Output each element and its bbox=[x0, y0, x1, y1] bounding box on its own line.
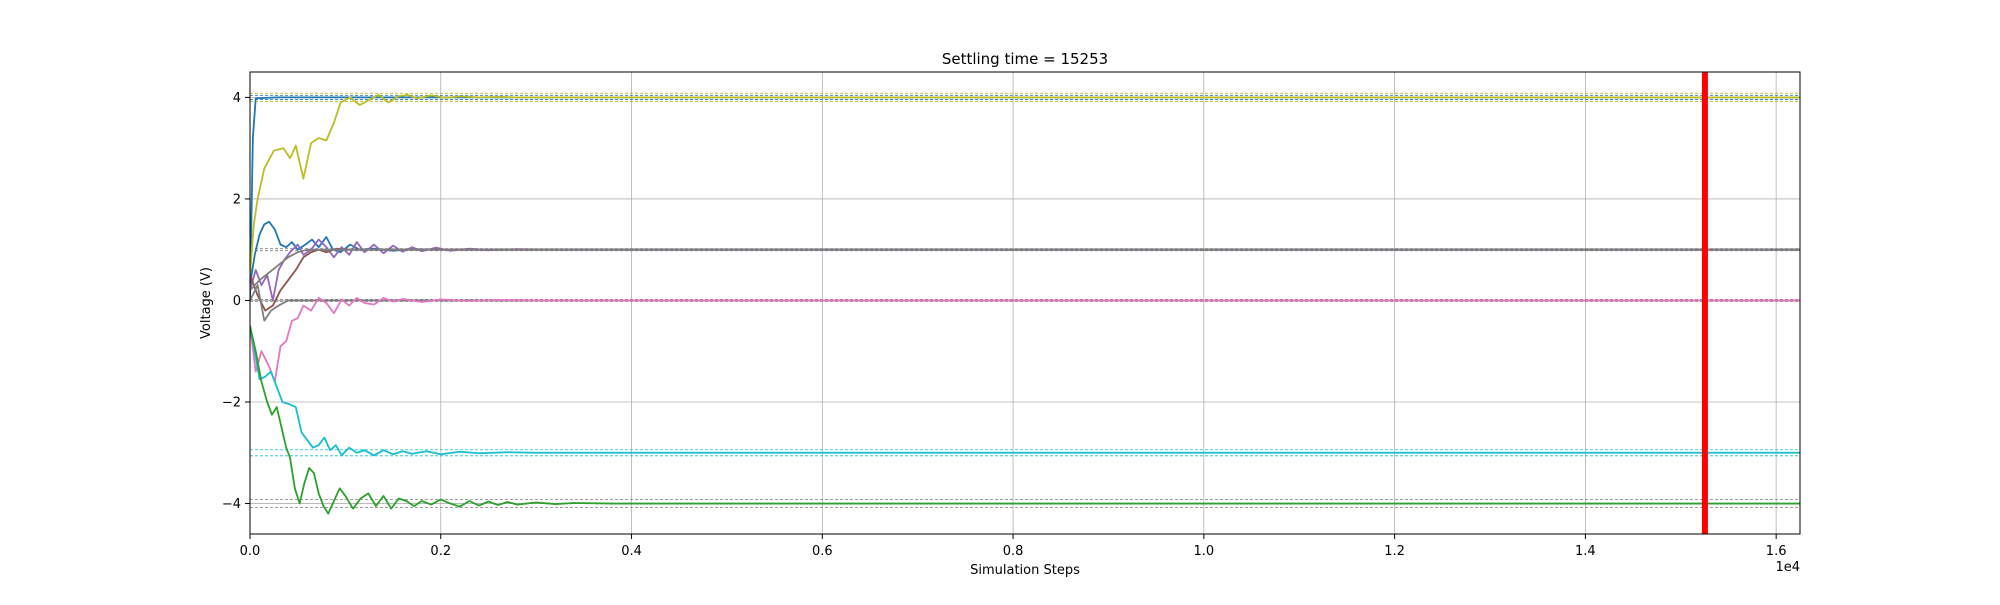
y-tick-label: −4 bbox=[222, 497, 241, 512]
x-tick-label: 0.6 bbox=[812, 544, 833, 559]
y-tick-label: −2 bbox=[222, 396, 241, 411]
series-line-2 bbox=[250, 93, 1800, 276]
axis-ticks: 0.0 0.2 0.4 0.6 0.8 1.0 1.2 1.4 1.6 −4 −2 0 2 4 bbox=[222, 91, 1787, 559]
x-tick-label: 1.2 bbox=[1384, 544, 1405, 559]
y-tick-label: 2 bbox=[233, 192, 241, 207]
x-axis-label: Simulation Steps bbox=[970, 563, 1080, 578]
series-line-7 bbox=[250, 284, 1800, 322]
x-tick-label: 1.4 bbox=[1575, 544, 1596, 559]
y-tick-label: 0 bbox=[233, 294, 241, 309]
x-tick-label: 0.2 bbox=[430, 544, 451, 559]
series-lines bbox=[250, 93, 1800, 515]
y-axis-label: Voltage (V) bbox=[199, 267, 214, 339]
tolerance-bands bbox=[250, 92, 1800, 509]
x-tick-label: 1.0 bbox=[1194, 544, 1215, 559]
series-line-8 bbox=[250, 297, 1800, 383]
y-tick-label: 4 bbox=[233, 91, 241, 106]
x-axis-offset-text: 1e4 bbox=[1775, 560, 1800, 575]
series-line-9 bbox=[250, 325, 1800, 457]
x-tick-label: 0.8 bbox=[1003, 544, 1024, 559]
series-line-6 bbox=[250, 248, 1800, 291]
plot-frame bbox=[249, 71, 1801, 535]
series-line-10 bbox=[250, 325, 1800, 515]
x-tick-label: 1.6 bbox=[1766, 544, 1787, 559]
chart-title: Settling time = 15253 bbox=[942, 50, 1108, 68]
x-tick-label: 0.0 bbox=[240, 544, 261, 559]
series-line-4 bbox=[250, 238, 1800, 302]
x-tick-label: 0.4 bbox=[621, 544, 642, 559]
